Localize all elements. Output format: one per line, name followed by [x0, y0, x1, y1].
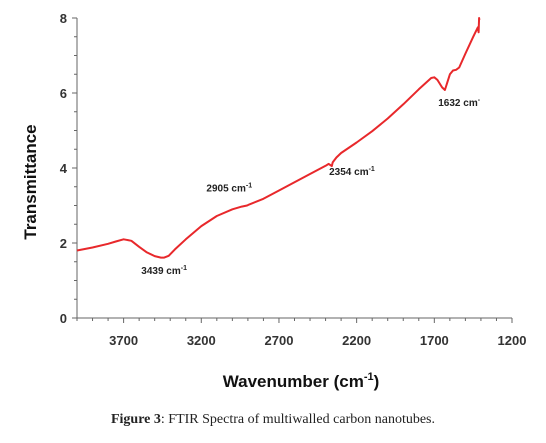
ftir-chart: 0 2 4 6 8 3700 3200 2700 2200 1700 1200 3439 cm-1 29…: [21, 11, 527, 391]
peak-label: 2905 cm-1: [206, 182, 252, 194]
y-tick-label: 2: [60, 236, 67, 251]
peak-label: 1632 cm-: [438, 97, 480, 109]
spectrum-line: [76, 17, 481, 259]
y-tick-label: 6: [60, 86, 67, 101]
x-axis-title: Wavenumber (cm-1): [223, 371, 380, 391]
y-tick-label: 4: [60, 161, 68, 176]
peak-label: 2354 cm-1: [329, 166, 375, 178]
y-tick-label: 8: [60, 11, 67, 26]
caption-text: : FTIR Spectra of multiwalled carbon nan…: [160, 412, 435, 427]
plot-area: 0 2 4 6 8 3700 3200 2700 2200 1700 1200 3439 cm-1 29…: [60, 11, 527, 348]
x-tick-label: 2200: [342, 333, 371, 348]
x-tick-label: 2700: [265, 333, 294, 348]
peak-label: 3439 cm-1: [141, 265, 187, 277]
figure-label: Figure 3: [110, 412, 161, 427]
y-axis-title: Transmittance: [21, 124, 40, 239]
x-tick-label: 1700: [420, 333, 449, 348]
x-tick-label: 3700: [109, 333, 138, 348]
figure-caption: Figure 3: FTIR Spectra of multiwalled ca…: [0, 412, 546, 428]
x-tick-label: 3200: [187, 333, 216, 348]
x-tick-label: 1200: [498, 333, 527, 348]
y-tick-label: 0: [60, 311, 67, 326]
